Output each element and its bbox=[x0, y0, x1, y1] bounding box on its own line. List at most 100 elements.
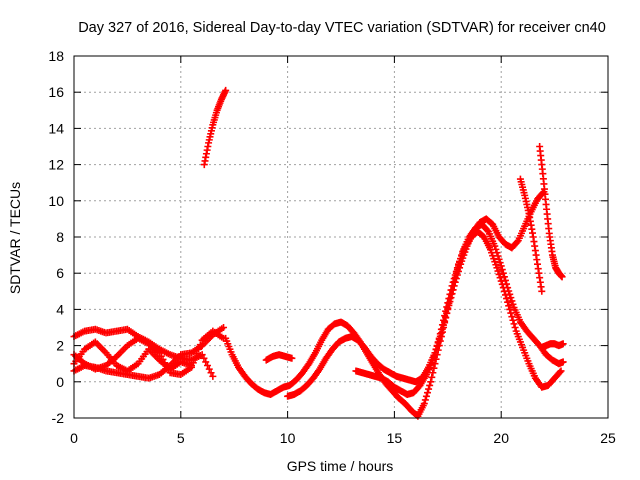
data-point bbox=[427, 378, 435, 386]
data-point bbox=[205, 365, 213, 373]
y-tick-label: 12 bbox=[48, 157, 64, 173]
data-point bbox=[451, 271, 459, 279]
data-point bbox=[433, 342, 441, 350]
data-point bbox=[442, 307, 450, 315]
series-track-e bbox=[200, 86, 230, 169]
y-tick-label: 10 bbox=[48, 193, 64, 209]
x-tick-label: 20 bbox=[493, 430, 509, 446]
data-point bbox=[198, 351, 206, 359]
data-point bbox=[453, 264, 461, 272]
data-point bbox=[505, 302, 513, 310]
data-point bbox=[497, 277, 505, 285]
y-tick-label: 6 bbox=[56, 265, 64, 281]
data-point bbox=[556, 368, 564, 376]
data-point bbox=[444, 299, 452, 307]
data-point bbox=[498, 266, 506, 274]
data-point bbox=[445, 295, 453, 303]
data-point bbox=[441, 312, 449, 320]
data-point bbox=[428, 373, 436, 381]
data-point bbox=[431, 360, 439, 368]
data-point bbox=[438, 321, 446, 329]
data-point bbox=[430, 364, 438, 372]
data-point bbox=[222, 86, 230, 94]
y-tick-label: 16 bbox=[48, 84, 64, 100]
data-point bbox=[432, 345, 440, 353]
data-point bbox=[424, 389, 432, 397]
data-point bbox=[200, 354, 208, 362]
data-point bbox=[448, 282, 456, 290]
data-point bbox=[559, 340, 567, 348]
data-point bbox=[420, 400, 428, 408]
data-point bbox=[493, 264, 501, 272]
data-point bbox=[436, 330, 444, 338]
data-point bbox=[501, 291, 509, 299]
data-point bbox=[447, 286, 455, 294]
data-point bbox=[422, 392, 430, 400]
data-point bbox=[435, 334, 443, 342]
data-point bbox=[504, 298, 512, 306]
data-point bbox=[425, 385, 433, 393]
data-point bbox=[209, 372, 217, 380]
data-point bbox=[496, 259, 504, 267]
y-tick-label: 18 bbox=[48, 48, 64, 64]
data-point bbox=[500, 273, 508, 281]
data-point bbox=[449, 278, 457, 286]
data-point bbox=[499, 269, 507, 277]
data-point bbox=[498, 280, 506, 288]
data-point bbox=[429, 356, 437, 364]
data-point bbox=[446, 290, 454, 298]
data-point bbox=[497, 262, 505, 270]
data-point bbox=[511, 324, 519, 331]
data-point bbox=[510, 320, 518, 328]
data-point bbox=[508, 313, 516, 321]
chart-title: Day 327 of 2016, Sidereal Day-to-day VTE… bbox=[78, 20, 606, 36]
data-point bbox=[204, 362, 211, 370]
x-tick-label: 0 bbox=[70, 430, 78, 446]
grid-lines bbox=[74, 56, 608, 418]
data-point bbox=[558, 273, 566, 281]
data-point bbox=[500, 287, 508, 295]
series-track-c bbox=[70, 327, 228, 379]
data-point bbox=[509, 300, 517, 308]
data-point bbox=[437, 325, 445, 333]
data-point bbox=[202, 358, 210, 366]
data-point bbox=[496, 274, 504, 282]
data-point bbox=[508, 297, 516, 305]
y-tick-label: 8 bbox=[56, 229, 64, 245]
x-axis-label: GPS time / hours bbox=[287, 458, 394, 474]
data-point bbox=[450, 275, 458, 283]
series-track-l bbox=[538, 340, 567, 351]
data-point bbox=[559, 358, 567, 366]
y-tick-label: -2 bbox=[52, 410, 65, 426]
data-point bbox=[189, 359, 197, 367]
y-axis-label: SDTVAR / TECUs bbox=[7, 182, 23, 294]
data-point bbox=[440, 316, 448, 324]
data-point bbox=[431, 349, 439, 357]
x-tick-label: 5 bbox=[177, 430, 185, 446]
x-tick-label: 10 bbox=[280, 430, 296, 446]
y-tick-label: 0 bbox=[56, 374, 64, 390]
data-marks bbox=[70, 86, 567, 420]
data-point bbox=[430, 352, 438, 360]
data-point bbox=[452, 267, 460, 275]
data-point bbox=[503, 295, 511, 303]
x-tick-label: 25 bbox=[600, 430, 616, 446]
data-point bbox=[494, 267, 502, 275]
axis-ticks bbox=[73, 55, 609, 419]
data-point bbox=[513, 238, 521, 246]
data-point bbox=[207, 369, 215, 377]
series-track-k bbox=[536, 143, 566, 281]
data-point bbox=[491, 242, 499, 250]
data-point bbox=[507, 294, 515, 302]
series-track-h bbox=[284, 188, 548, 400]
data-point bbox=[220, 324, 228, 331]
data-point bbox=[421, 396, 429, 404]
data-point bbox=[509, 316, 517, 324]
data-point bbox=[187, 363, 195, 371]
data-point bbox=[426, 381, 434, 389]
data-point bbox=[507, 309, 515, 317]
x-tick-label: 15 bbox=[387, 430, 403, 446]
data-point bbox=[538, 287, 546, 295]
series-track-d bbox=[70, 324, 228, 382]
